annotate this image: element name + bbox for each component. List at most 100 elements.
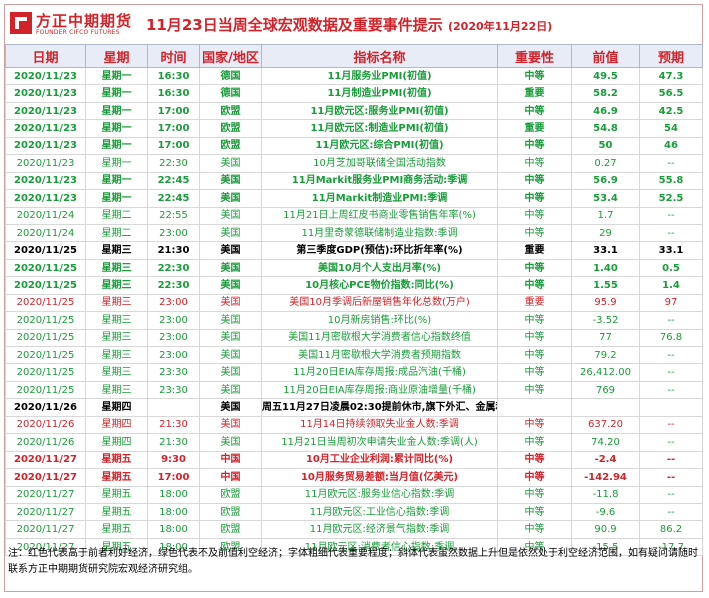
previous-cell: 79.2	[571, 345, 640, 365]
company-logo: 方正中期期货 FOUNDER CIFCO FUTURES	[10, 10, 140, 40]
weekday-cell: 星期一	[85, 189, 148, 208]
events-table: 日期 星期 时间 国家/地区 指标名称 重要性 前值 预期 2020/11/23…	[5, 44, 703, 557]
forecast-cell: --	[639, 450, 703, 470]
country-cell: 美国	[199, 415, 262, 435]
importance-cell: 中等	[497, 66, 572, 86]
forecast-cell: --	[639, 345, 703, 365]
time-cell: 23:00	[147, 293, 200, 313]
indicator-cell: 第三季度GDP(预估):环比折年率(%)	[261, 241, 498, 260]
indicator-cell: 11月21日上周红皮书商业零售销售年率(%)	[261, 206, 498, 225]
table-row: 2020/11/25 星期三 22:30 美国 10月核心PCE物价指数:同比(%) 中等…	[5, 276, 703, 295]
indicator-cell: 10月芝加哥联储全国活动指数	[261, 154, 498, 173]
previous-cell: 1.40	[571, 258, 640, 278]
table-row: 2020/11/23 星期一 17:00 欧盟 11月欧元区:制造业PMI(初值) 重要 5…	[5, 119, 703, 138]
forecast-cell: 1.4	[639, 276, 703, 295]
weekday-cell: 星期一	[85, 66, 148, 86]
indicator-cell: 11月服务业PMI(初值)	[261, 66, 498, 86]
time-cell: 17:00	[147, 136, 200, 156]
table-row: 2020/11/25 星期三 23:00 美国 美国11月密歇根大学消费者信心指数终值中…	[5, 328, 703, 348]
importance-cell: 中等	[497, 468, 572, 487]
importance-cell: 中等	[497, 311, 572, 330]
date-cell: 2020/11/27	[5, 450, 86, 470]
date-cell: 2020/11/25	[5, 363, 86, 382]
forecast-cell: 33.1	[639, 241, 703, 260]
time-cell: 21:30	[147, 433, 200, 452]
country-cell: 德国	[199, 84, 262, 103]
previous-cell: 54.8	[571, 119, 640, 138]
date-cell: 2020/11/27	[5, 502, 86, 522]
importance-cell: 中等	[497, 154, 572, 173]
time-cell: 22:30	[147, 258, 200, 278]
time-cell: 22:45	[147, 171, 200, 191]
country-cell: 中国	[199, 468, 262, 487]
table-row: 2020/11/26 星期四 21:30 美国 11月21日当周初次申请失业金人数:季调…	[5, 433, 703, 452]
table-body: 2020/11/23 星期一 16:30 德国 11月服务业PMI(初值) 中等 49.5 4…	[5, 66, 703, 557]
page-frame	[4, 4, 703, 592]
importance-cell: 中等	[497, 223, 572, 243]
table-header-row: 日期 星期 时间 国家/地区 指标名称 重要性 前值 预期	[5, 44, 703, 68]
weekday-cell: 星期二	[85, 223, 148, 243]
col-header-indicator: 指标名称	[261, 44, 498, 68]
weekday-cell: 星期四	[85, 433, 148, 452]
table-row: 2020/11/27 星期五 18:00 欧盟 11月欧元区:经济景气指数:季调 中等 90…	[5, 520, 703, 539]
date-cell: 2020/11/27	[5, 537, 86, 557]
importance-cell: 中等	[497, 345, 572, 365]
date-cell: 2020/11/26	[5, 433, 86, 452]
table-row: 2020/11/23 星期一 16:30 德国 11月制造业PMI(初值) 重要 58.2 5…	[5, 84, 703, 103]
date-cell: 2020/11/25	[5, 241, 86, 260]
previous-cell: 49.5	[571, 66, 640, 86]
indicator-cell: 美国10月个人支出月率(%)	[261, 258, 498, 278]
table-row: 2020/11/25 星期三 23:00 美国 美国10月季调后新屋销售年化总数(万户)…	[5, 293, 703, 313]
date-cell: 2020/11/27	[5, 520, 86, 539]
indicator-cell: 11月Markit服务业PMI商务活动:季调	[261, 171, 498, 191]
time-cell: 23:30	[147, 380, 200, 400]
time-cell: 23:00	[147, 311, 200, 330]
indicator-cell: 美国11月密歇根大学消费者预期指数	[261, 345, 498, 365]
country-cell: 美国	[199, 223, 262, 243]
time-cell: 22:30	[147, 276, 200, 295]
table-row: 2020/11/23 星期一 16:30 德国 11月服务业PMI(初值) 中等 49.5 4…	[5, 66, 703, 86]
time-cell: 21:30	[147, 241, 200, 260]
forecast-cell: --	[639, 433, 703, 452]
country-cell: 欧盟	[199, 537, 262, 557]
col-header-date: 日期	[5, 44, 86, 68]
time-cell: 22:30	[147, 154, 200, 173]
date-cell: 2020/11/25	[5, 345, 86, 365]
previous-cell	[571, 398, 640, 417]
indicator-cell: 10月服务贸易差额:当月值(亿美元)	[261, 468, 498, 487]
time-cell: 23:00	[147, 345, 200, 365]
previous-cell: 637.20	[571, 415, 640, 435]
col-header-previous: 前值	[571, 44, 640, 68]
previous-cell: 74.20	[571, 433, 640, 452]
importance-cell: 重要	[497, 293, 572, 313]
weekday-cell: 星期一	[85, 171, 148, 191]
table-row: 2020/11/26 星期四 21:30 美国 11月14日持续领取失业金人数:季调 中等…	[5, 415, 703, 435]
forecast-cell: --	[639, 380, 703, 400]
logo-text-en: FOUNDER CIFCO FUTURES	[36, 29, 120, 36]
forecast-cell: 42.5	[639, 101, 703, 121]
table-row: 2020/11/25 星期三 21:30 美国 第三季度GDP(预估):环比折年率(%)…	[5, 241, 703, 260]
previous-cell: 1.55	[571, 276, 640, 295]
weekday-cell: 星期五	[85, 450, 148, 470]
indicator-cell: 11月制造业PMI(初值)	[261, 84, 498, 103]
weekday-cell: 星期三	[85, 293, 148, 313]
forecast-cell: --	[639, 311, 703, 330]
importance-cell: 中等	[497, 171, 572, 191]
indicator-cell: 11月里奇蒙德联储制造业指数:季调	[261, 223, 498, 243]
time-cell: 23:30	[147, 363, 200, 382]
country-cell: 欧盟	[199, 136, 262, 156]
importance-cell	[497, 398, 572, 417]
importance-cell: 中等	[497, 363, 572, 382]
forecast-cell: --	[639, 363, 703, 382]
country-cell: 美国	[199, 171, 262, 191]
table-row: 2020/11/25 星期三 22:30 美国 美国10月个人支出月率(%) 中等 1.40…	[5, 258, 703, 278]
date-cell: 2020/11/23	[5, 119, 86, 138]
date-cell: 2020/11/25	[5, 293, 86, 313]
date-cell: 2020/11/26	[5, 415, 86, 435]
weekday-cell: 星期三	[85, 328, 148, 348]
table-row: 2020/11/27 星期五 18:00 欧盟 11月欧元区:工业信心指数:季调 中等 -9…	[5, 502, 703, 522]
previous-cell: 90.9	[571, 520, 640, 539]
indicator-cell: 11月欧元区:制造业PMI(初值)	[261, 119, 498, 138]
forecast-cell: 46	[639, 136, 703, 156]
date-cell: 2020/11/23	[5, 66, 86, 86]
